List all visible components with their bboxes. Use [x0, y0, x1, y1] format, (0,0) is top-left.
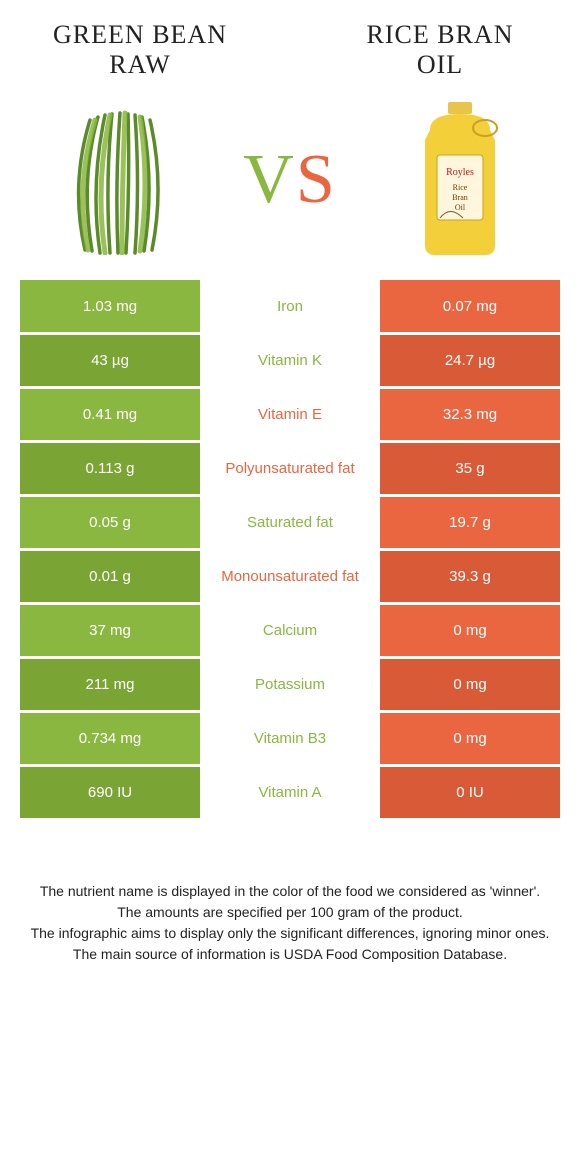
nutrient-label: Potassium [200, 658, 380, 712]
footer-line-3: The infographic aims to display only the… [30, 923, 550, 944]
right-value: 0 IU [380, 766, 560, 820]
right-value: 0 mg [380, 658, 560, 712]
svg-text:Oil: Oil [455, 203, 466, 212]
left-value: 43 µg [20, 334, 200, 388]
nutrient-label: Monounsaturated fat [200, 550, 380, 604]
table-row: 0.734 mgVitamin B30 mg [20, 712, 560, 766]
vs-v-letter: V [243, 141, 296, 218]
right-value: 0 mg [380, 712, 560, 766]
footer-notes: The nutrient name is displayed in the co… [0, 821, 580, 965]
left-value: 211 mg [20, 658, 200, 712]
green-bean-image [50, 100, 190, 260]
nutrient-label: Vitamin K [200, 334, 380, 388]
table-row: 43 µgVitamin K24.7 µg [20, 334, 560, 388]
nutrient-label: Vitamin E [200, 388, 380, 442]
right-value: 39.3 g [380, 550, 560, 604]
table-row: 211 mgPotassium0 mg [20, 658, 560, 712]
table-row: 1.03 mgIron0.07 mg [20, 280, 560, 334]
green-beans-icon [50, 105, 190, 255]
table-row: 0.113 gPolyunsaturated fat35 g [20, 442, 560, 496]
svg-text:Rice: Rice [453, 183, 468, 192]
left-value: 0.113 g [20, 442, 200, 496]
left-value: 0.05 g [20, 496, 200, 550]
right-value: 0 mg [380, 604, 560, 658]
table-row: 37 mgCalcium0 mg [20, 604, 560, 658]
footer-line-2: The amounts are specified per 100 gram o… [30, 902, 550, 923]
right-value: 0.07 mg [380, 280, 560, 334]
right-value: 19.7 g [380, 496, 560, 550]
left-value: 690 IU [20, 766, 200, 820]
rice-bran-oil-image: Royles Rice Bran Oil [390, 100, 530, 260]
table-row: 0.01 gMonounsaturated fat39.3 g [20, 550, 560, 604]
svg-text:Bran: Bran [452, 193, 468, 202]
table-row: 690 IUVitamin A0 IU [20, 766, 560, 820]
right-value: 32.3 mg [380, 388, 560, 442]
svg-text:Royles: Royles [446, 167, 474, 178]
footer-line-1: The nutrient name is displayed in the co… [30, 881, 550, 902]
left-value: 37 mg [20, 604, 200, 658]
nutrient-table: 1.03 mgIron0.07 mg43 µgVitamin K24.7 µg0… [20, 280, 560, 822]
nutrient-label: Polyunsaturated fat [200, 442, 380, 496]
left-value: 1.03 mg [20, 280, 200, 334]
nutrient-label: Vitamin B3 [200, 712, 380, 766]
vs-s-letter: S [296, 141, 337, 218]
table-row: 0.05 gSaturated fat19.7 g [20, 496, 560, 550]
image-row: VS Royles Rice Bran Oil [0, 90, 580, 280]
oil-bottle-icon: Royles Rice Bran Oil [415, 100, 505, 260]
left-value: 0.01 g [20, 550, 200, 604]
left-value: 0.734 mg [20, 712, 200, 766]
left-value: 0.41 mg [20, 388, 200, 442]
right-food-title: RICE BRAN OIL [340, 20, 540, 80]
nutrient-label: Iron [200, 280, 380, 334]
table-row: 0.41 mgVitamin E32.3 mg [20, 388, 560, 442]
footer-line-4: The main source of information is USDA F… [30, 944, 550, 965]
left-food-title: GREEN BEAN RAW [40, 20, 240, 80]
vs-label: VS [243, 140, 337, 220]
right-value: 24.7 µg [380, 334, 560, 388]
nutrient-label: Saturated fat [200, 496, 380, 550]
header-row: GREEN BEAN RAW RICE BRAN OIL [0, 0, 580, 90]
right-value: 35 g [380, 442, 560, 496]
nutrient-label: Calcium [200, 604, 380, 658]
nutrient-label: Vitamin A [200, 766, 380, 820]
